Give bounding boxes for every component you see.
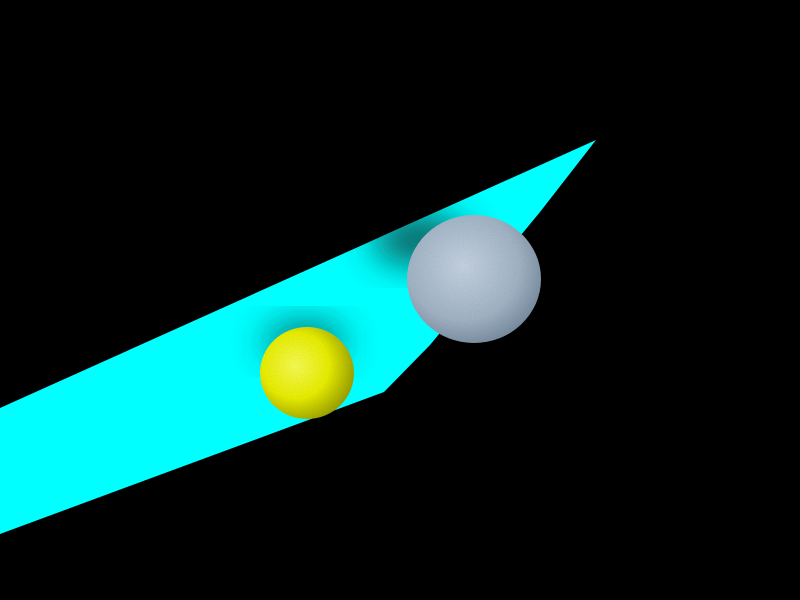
yellow-sphere (260, 327, 354, 419)
gray-sphere (407, 215, 541, 343)
